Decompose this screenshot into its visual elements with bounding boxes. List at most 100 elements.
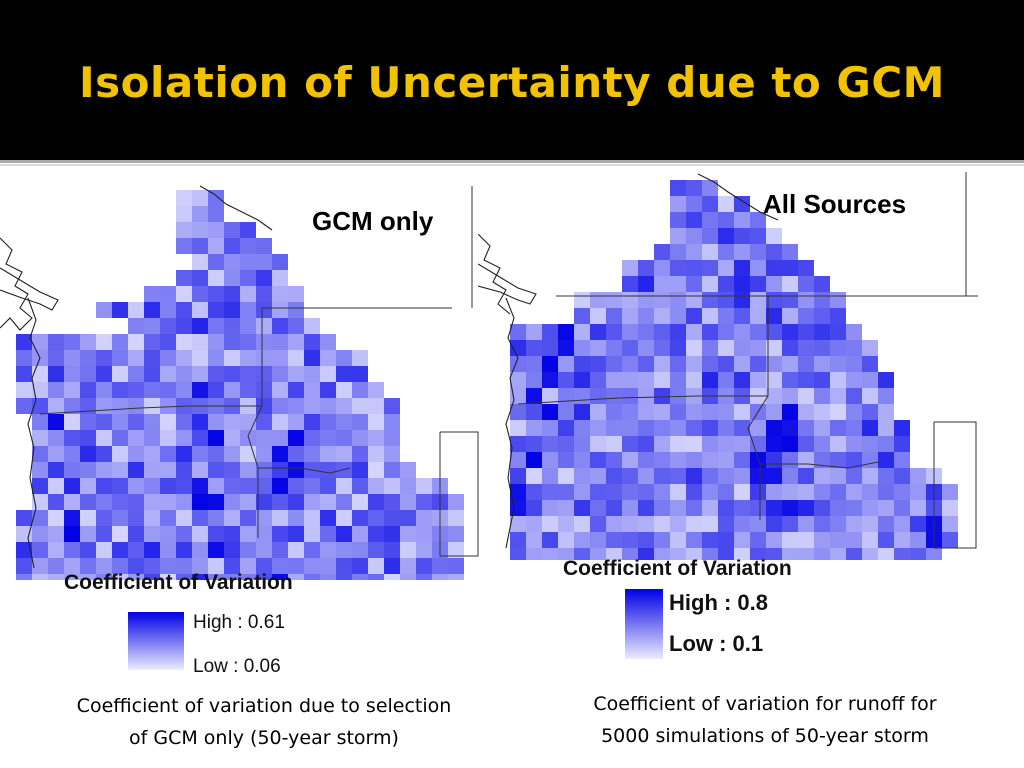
grid-cell bbox=[336, 414, 352, 430]
grid-cell bbox=[814, 516, 830, 532]
grid-cell bbox=[240, 510, 256, 526]
grid-cell bbox=[272, 318, 288, 334]
grid-cell bbox=[734, 244, 750, 260]
grid-cell bbox=[894, 436, 910, 452]
grid-cell bbox=[638, 468, 654, 484]
grid-cell bbox=[160, 446, 176, 462]
grid-cell bbox=[80, 366, 96, 382]
grid-cell bbox=[862, 452, 878, 468]
grid-cell bbox=[526, 436, 542, 452]
grid-cell bbox=[606, 436, 622, 452]
grid-cell bbox=[16, 398, 32, 414]
grid-cell bbox=[176, 238, 192, 254]
grid-cell bbox=[798, 356, 814, 372]
grid-cell bbox=[638, 356, 654, 372]
grid-cell bbox=[112, 334, 128, 350]
grid-cell bbox=[702, 532, 718, 548]
grid-cell bbox=[798, 500, 814, 516]
grid-cell bbox=[814, 420, 830, 436]
grid-cell bbox=[558, 452, 574, 468]
grid-cell bbox=[702, 420, 718, 436]
grid-cell bbox=[240, 366, 256, 382]
grid-cell bbox=[304, 542, 320, 558]
grid-cell bbox=[718, 548, 734, 560]
grid-cell bbox=[176, 478, 192, 494]
grid-cell bbox=[846, 324, 862, 340]
grid-cell bbox=[304, 558, 320, 574]
legend-low-left: Low : 0.06 bbox=[193, 656, 281, 677]
grid-cell bbox=[718, 532, 734, 548]
grid-cell bbox=[320, 334, 336, 350]
grid-cell bbox=[766, 324, 782, 340]
grid-cell bbox=[144, 574, 160, 580]
grid-cell bbox=[224, 574, 240, 580]
grid-cell bbox=[208, 430, 224, 446]
grid-cell bbox=[542, 468, 558, 484]
grid-cell bbox=[574, 468, 590, 484]
grid-cell bbox=[192, 382, 208, 398]
grid-cell bbox=[846, 340, 862, 356]
grid-cell bbox=[416, 542, 432, 558]
grid-cell bbox=[750, 500, 766, 516]
title-separator bbox=[0, 160, 1024, 163]
grid-cell bbox=[574, 436, 590, 452]
grid-cell bbox=[734, 500, 750, 516]
grid-cell bbox=[48, 414, 64, 430]
grid-cell bbox=[384, 510, 400, 526]
grid-cell bbox=[510, 468, 526, 484]
grid-cell bbox=[256, 542, 272, 558]
grid-cell bbox=[224, 414, 240, 430]
grid-cell bbox=[510, 420, 526, 436]
grid-cell bbox=[718, 436, 734, 452]
grid-cell bbox=[208, 526, 224, 542]
grid-cell bbox=[192, 542, 208, 558]
grid-cell bbox=[686, 356, 702, 372]
grid-cell bbox=[798, 292, 814, 308]
grid-cell bbox=[702, 244, 718, 260]
grid-cell bbox=[224, 222, 240, 238]
grid-cell bbox=[256, 382, 272, 398]
grid-cell bbox=[798, 372, 814, 388]
grid-cell bbox=[400, 542, 416, 558]
grid-cell bbox=[256, 510, 272, 526]
grid-cell bbox=[336, 478, 352, 494]
grid-cell bbox=[320, 414, 336, 430]
grid-cell bbox=[686, 180, 702, 196]
grid-cell bbox=[638, 292, 654, 308]
grid-cell bbox=[368, 414, 384, 430]
legend-low-right: Low : 0.1 bbox=[669, 631, 764, 656]
map-grid-cells bbox=[16, 190, 464, 580]
grid-cell bbox=[336, 494, 352, 510]
grid-cell bbox=[606, 500, 622, 516]
grid-cell bbox=[606, 388, 622, 404]
grid-cell bbox=[208, 510, 224, 526]
grid-cell bbox=[542, 484, 558, 500]
grid-cell bbox=[878, 436, 894, 452]
grid-cell bbox=[32, 398, 48, 414]
grid-cell bbox=[256, 302, 272, 318]
grid-cell bbox=[128, 574, 144, 580]
grid-cell bbox=[80, 558, 96, 574]
grid-cell bbox=[304, 398, 320, 414]
grid-cell bbox=[782, 516, 798, 532]
grid-cell bbox=[926, 548, 942, 560]
grid-cell bbox=[304, 526, 320, 542]
grid-cell bbox=[64, 542, 80, 558]
grid-cell bbox=[670, 468, 686, 484]
grid-cell bbox=[814, 484, 830, 500]
grid-cell bbox=[622, 276, 638, 292]
grid-cell bbox=[208, 302, 224, 318]
grid-cell bbox=[686, 548, 702, 560]
grid-cell bbox=[160, 318, 176, 334]
grid-cell bbox=[112, 366, 128, 382]
grid-cell bbox=[670, 196, 686, 212]
grid-cell bbox=[96, 430, 112, 446]
grid-cell bbox=[256, 414, 272, 430]
grid-cell bbox=[910, 548, 926, 560]
grid-cell bbox=[654, 372, 670, 388]
grid-cell bbox=[400, 462, 416, 478]
grid-cell bbox=[654, 500, 670, 516]
grid-cell bbox=[240, 542, 256, 558]
grid-cell bbox=[352, 574, 368, 580]
grid-cell bbox=[750, 244, 766, 260]
